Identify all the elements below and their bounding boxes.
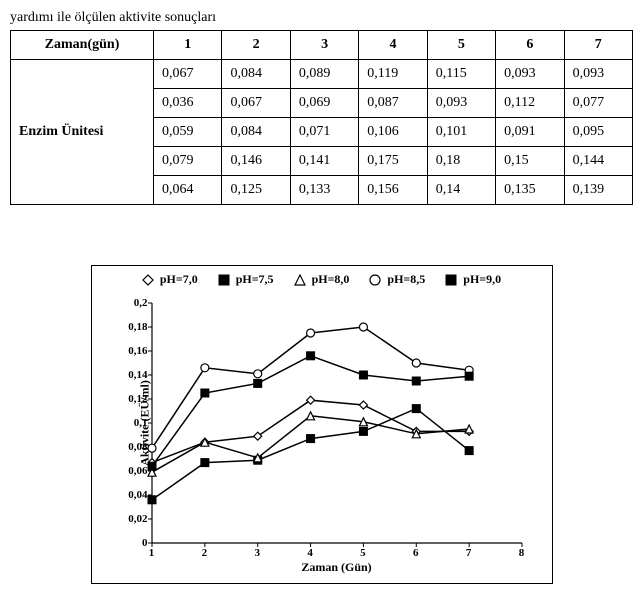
legend-marker-icon (218, 274, 230, 286)
legend-item: pH=7,5 (218, 272, 274, 287)
x-tick-label: 6 (413, 547, 419, 559)
x-tick-label: 8 (519, 547, 525, 559)
legend-marker-icon (294, 274, 306, 286)
legend-marker-icon (445, 274, 457, 286)
table-cell: 0,144 (564, 147, 632, 176)
table-cell: 0,067 (222, 89, 290, 118)
x-tick-label: 3 (254, 547, 260, 559)
table-cell: 0,156 (359, 176, 427, 205)
table-cell: 0,095 (564, 118, 632, 147)
table-cell: 0,087 (359, 89, 427, 118)
legend-marker-icon (142, 274, 154, 286)
x-tick-label: 4 (307, 547, 313, 559)
table-cell: 0,133 (290, 176, 358, 205)
legend-item: pH=8,0 (294, 272, 350, 287)
table-cell: 0,077 (564, 89, 632, 118)
table-cell: 0,071 (290, 118, 358, 147)
x-tick-label: 7 (466, 547, 472, 559)
table-cell: 0,146 (222, 147, 290, 176)
chart-svg (152, 303, 522, 543)
table-cell: 0,119 (359, 60, 427, 89)
y-tick-label: 0,12 (128, 393, 147, 405)
table-cell: 0,112 (496, 89, 564, 118)
legend-marker-icon (369, 274, 381, 286)
legend-label: pH=7,0 (160, 272, 198, 287)
x-tick-label: 5 (360, 547, 366, 559)
table-cell: 0,084 (222, 60, 290, 89)
chart-plot-area: Aktivite (EÜ/ml) Zaman (Gün) 00,020,040,… (152, 303, 522, 543)
y-tick-label: 0,06 (128, 465, 147, 477)
legend-label: pH=8,5 (387, 272, 425, 287)
y-tick-label: 0,16 (128, 345, 147, 357)
table-cell: 0,093 (496, 60, 564, 89)
table-cell: 0,14 (427, 176, 495, 205)
y-tick-label: 0,2 (134, 297, 148, 309)
table-cell: 0,101 (427, 118, 495, 147)
table-cell: 0,139 (564, 176, 632, 205)
table-cell: 0,059 (154, 118, 222, 147)
table-cell: 0,141 (290, 147, 358, 176)
legend-item: pH=9,0 (445, 272, 501, 287)
row-header-enzim: Enzim Ünitesi (11, 60, 154, 205)
table-cell: 0,084 (222, 118, 290, 147)
legend-label: pH=7,5 (236, 272, 274, 287)
table-cell: 0,064 (154, 176, 222, 205)
col-2: 2 (222, 31, 290, 60)
table-cell: 0,079 (154, 147, 222, 176)
table-cell: 0,125 (222, 176, 290, 205)
y-tick-label: 0,08 (128, 441, 147, 453)
col-1: 1 (154, 31, 222, 60)
col-3: 3 (290, 31, 358, 60)
table-cell: 0,067 (154, 60, 222, 89)
y-tick-label: 0,02 (128, 513, 147, 525)
y-tick-label: 0,18 (128, 321, 147, 333)
col-4: 4 (359, 31, 427, 60)
table-cell: 0,091 (496, 118, 564, 147)
x-axis-label: Zaman (Gün) (301, 560, 371, 575)
table-cell: 0,036 (154, 89, 222, 118)
table-cell: 0,089 (290, 60, 358, 89)
chart-legend: pH=7,0 pH=7,5 pH=8,0 pH=8,5 pH=9,0 (92, 266, 552, 293)
table-cell: 0,15 (496, 147, 564, 176)
x-tick-label: 1 (149, 547, 155, 559)
legend-item: pH=8,5 (369, 272, 425, 287)
table-cell: 0,093 (564, 60, 632, 89)
y-tick-label: 0,04 (128, 489, 147, 501)
col-7: 7 (564, 31, 632, 60)
table-caption: yardımı ile ölçülen aktivite sonuçları (10, 10, 633, 26)
y-tick-label: 0 (142, 537, 148, 549)
table-cell: 0,18 (427, 147, 495, 176)
table-cell: 0,106 (359, 118, 427, 147)
col-header-zaman: Zaman(gün) (11, 31, 154, 60)
table-cell: 0,175 (359, 147, 427, 176)
table-cell: 0,115 (427, 60, 495, 89)
x-tick-label: 2 (202, 547, 208, 559)
y-tick-label: 0,1 (134, 417, 148, 429)
legend-item: pH=7,0 (142, 272, 198, 287)
data-table: Zaman(gün) 1 2 3 4 5 6 7 Enzim Ünitesi0,… (10, 30, 633, 205)
col-5: 5 (427, 31, 495, 60)
col-6: 6 (496, 31, 564, 60)
table-cell: 0,069 (290, 89, 358, 118)
table-cell: 0,093 (427, 89, 495, 118)
y-tick-label: 0,14 (128, 369, 147, 381)
chart-container: pH=7,0 pH=7,5 pH=8,0 pH=8,5 pH=9,0 Aktivite … (10, 265, 633, 584)
table-cell: 0,135 (496, 176, 564, 205)
legend-label: pH=8,0 (312, 272, 350, 287)
chart: pH=7,0 pH=7,5 pH=8,0 pH=8,5 pH=9,0 Aktivite … (91, 265, 553, 584)
legend-label: pH=9,0 (463, 272, 501, 287)
